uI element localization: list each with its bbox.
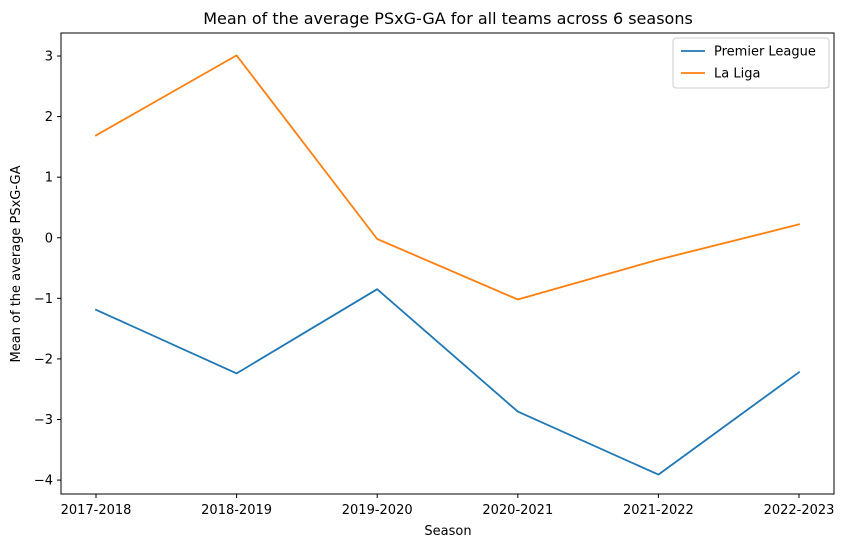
- y-tick-label-2: 1: [45, 171, 53, 186]
- y-tick-label-1: 2: [45, 110, 53, 125]
- x-tick-label-2: 2019-2020: [342, 503, 413, 518]
- x-tick-label-0: 2017-2018: [61, 503, 132, 518]
- x-tick-label-5: 2022-2023: [764, 503, 835, 518]
- y-tick-label-4: −1: [34, 292, 53, 307]
- x-tick-label-3: 2020-2021: [482, 503, 553, 518]
- legend: Premier League La Liga: [672, 37, 830, 89]
- x-tick-label-4: 2021-2022: [623, 503, 694, 518]
- y-axis-label: Mean of the average PSxG-GA: [9, 165, 24, 362]
- legend-box: [672, 37, 830, 89]
- y-tick-label-5: −2: [34, 352, 53, 367]
- legend-label-0: Premier League: [714, 45, 816, 60]
- y-tick-label-3: 0: [45, 231, 53, 246]
- plot-frame: [60, 32, 835, 495]
- y-tick-label-6: −3: [34, 413, 53, 428]
- y-tick-label-7: −4: [34, 474, 53, 489]
- x-tick-label-1: 2018-2019: [201, 503, 272, 518]
- y-tick-label-0: 3: [45, 50, 53, 65]
- plot-area: 2017-2018 2018-2019 2019-2020 2020-2021 2021…: [34, 32, 835, 518]
- series-line-1: [94, 54, 801, 301]
- series-line-0: [94, 288, 801, 476]
- x-axis-label: Season: [424, 524, 471, 539]
- legend-label-1: La Liga: [714, 67, 760, 82]
- chart-title: Mean of the average PSxG-GA for all team…: [203, 9, 693, 28]
